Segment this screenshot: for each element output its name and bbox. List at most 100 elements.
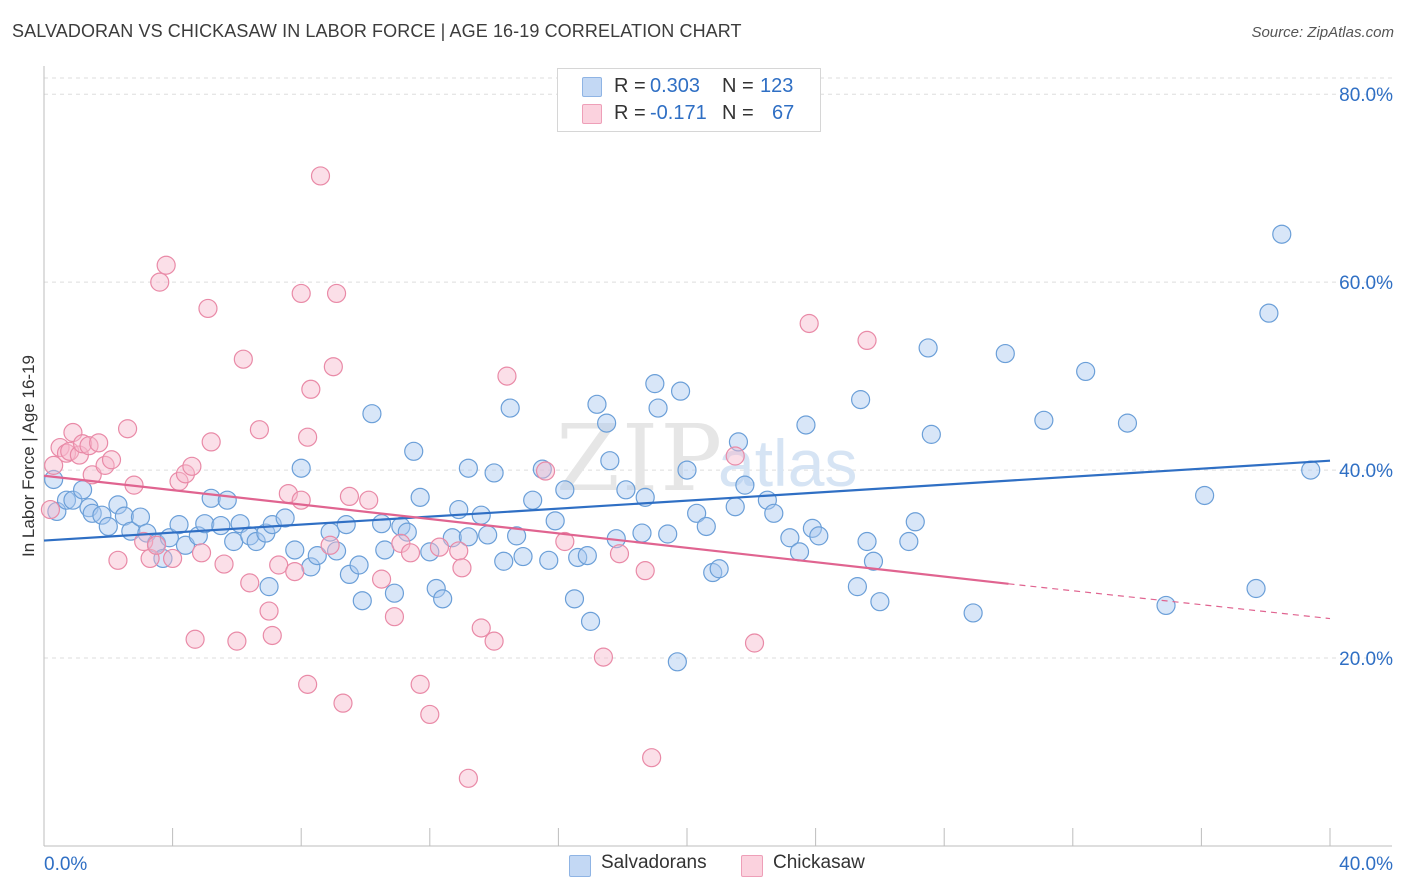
data-point (500, 398, 520, 418)
data-point (400, 543, 421, 563)
data-point (458, 527, 478, 547)
data-point (568, 547, 588, 568)
trend-line (43, 459, 1331, 542)
legend-n-value: 67 (772, 102, 795, 124)
data-point (130, 507, 151, 527)
data-point (1301, 460, 1321, 480)
data-point (696, 516, 716, 537)
data-point (214, 554, 234, 574)
data-point (870, 592, 890, 612)
data-point (1259, 303, 1279, 323)
y-tick-label: 40.0% (1339, 461, 1393, 482)
data-point (1272, 224, 1292, 244)
data-point (227, 631, 247, 651)
data-point (285, 540, 305, 560)
data-point (285, 561, 305, 582)
data-point (725, 497, 745, 517)
data-point (352, 591, 372, 611)
legend-r-label: R = (614, 102, 646, 124)
legend-r-label: R = (614, 75, 646, 97)
data-point (307, 546, 327, 566)
x-tick-label: 0.0% (44, 854, 87, 875)
data-point (545, 511, 565, 531)
data-point (458, 458, 478, 478)
data-point (780, 528, 800, 548)
trend-line (43, 474, 1009, 585)
data-point (667, 652, 687, 672)
data-point (600, 451, 620, 471)
data-point (648, 398, 668, 418)
data-point (645, 374, 665, 394)
data-point (371, 569, 392, 589)
data-point (577, 546, 597, 566)
data-point (82, 503, 102, 523)
data-point (163, 548, 183, 569)
data-point (175, 464, 196, 484)
data-point (420, 704, 440, 725)
series-chickasaw (40, 166, 877, 788)
data-point (905, 512, 925, 532)
data-point (963, 603, 983, 623)
data-point (513, 546, 533, 567)
data-point (82, 465, 102, 485)
legend-r-value: -0.171 (650, 102, 707, 124)
data-point (507, 526, 527, 546)
data-point (362, 404, 382, 424)
data-point (728, 432, 749, 452)
axes (43, 66, 1392, 847)
data-point (587, 394, 607, 414)
data-point (494, 551, 514, 571)
data-point (532, 459, 552, 479)
data-point (735, 475, 755, 495)
data-point (433, 589, 453, 609)
data-point (725, 446, 745, 466)
data-point (452, 558, 472, 578)
correlation-legend: R = 0.303 N = 123 R = -0.171 N = 67 (557, 68, 821, 132)
data-point (240, 573, 260, 593)
data-point (169, 515, 189, 535)
y-tick-label: 60.0% (1339, 273, 1393, 294)
data-point (471, 618, 491, 638)
y-tick-label: 20.0% (1339, 649, 1393, 670)
data-point (580, 611, 601, 631)
data-point (658, 524, 678, 544)
data-point (217, 490, 237, 510)
axis-labels: 20.0% 40.0% 60.0% 80.0% 0.0% 40.0% In Labor Fo… (19, 85, 1393, 875)
data-point (262, 625, 282, 646)
data-point (995, 343, 1015, 364)
data-point (593, 647, 614, 667)
data-point (384, 583, 405, 603)
data-point (497, 366, 517, 386)
data-point (899, 531, 919, 552)
data-point (420, 542, 440, 562)
data-point (175, 535, 196, 555)
data-point (211, 515, 231, 536)
data-point (301, 379, 321, 399)
data-point (523, 490, 543, 510)
data-point (687, 503, 707, 523)
data-point (609, 544, 630, 564)
data-point (789, 542, 810, 562)
data-point (117, 419, 138, 439)
data-point (108, 495, 128, 515)
data-point (108, 550, 128, 570)
data-point (555, 480, 575, 500)
data-point (677, 460, 697, 480)
data-point (233, 349, 253, 369)
y-tick-label: 80.0% (1339, 85, 1393, 106)
data-point (320, 535, 340, 555)
data-point (410, 674, 430, 694)
data-point (1034, 410, 1054, 430)
data-point (291, 458, 311, 478)
data-point (98, 516, 118, 537)
data-point (134, 531, 154, 552)
data-point (275, 508, 295, 528)
data-point (44, 469, 64, 490)
data-point (89, 433, 109, 453)
trend-lines (43, 459, 1331, 620)
data-point (198, 298, 218, 319)
bottom-legend-swatch-salvadorans (569, 855, 591, 877)
data-point (799, 313, 819, 334)
data-point (195, 514, 215, 534)
legend-n-label: N = (722, 102, 754, 124)
